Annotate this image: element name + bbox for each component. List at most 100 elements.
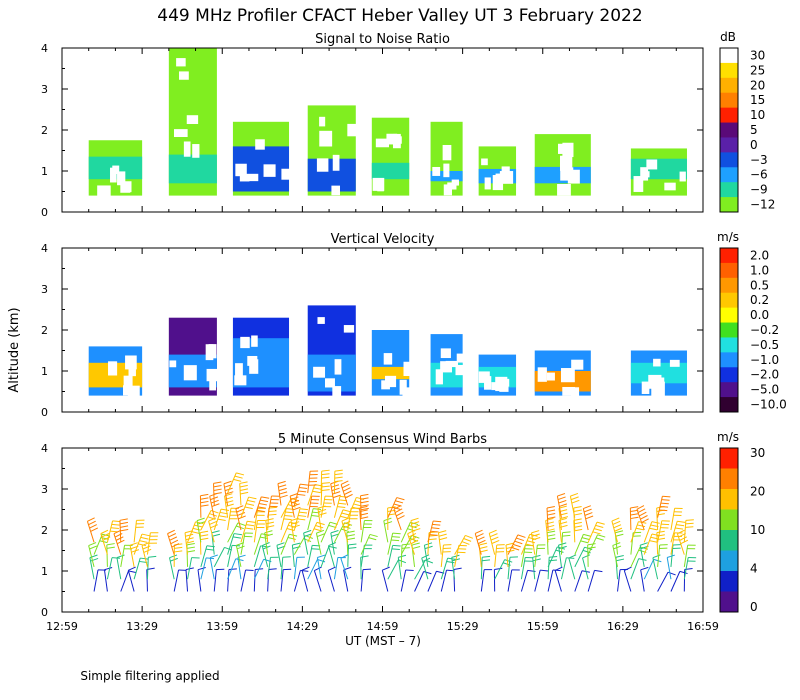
- barb-flag: [421, 554, 430, 559]
- barb-flag: [412, 546, 421, 550]
- wind-barb: [315, 529, 325, 555]
- wind-barb: [414, 571, 432, 592]
- barb-flag: [637, 508, 646, 514]
- data-gap: [343, 325, 355, 333]
- wind-barb: [167, 529, 180, 555]
- data-gap: [127, 385, 140, 400]
- barb-flag: [451, 554, 460, 558]
- y-tick-label: 3: [41, 283, 48, 296]
- x-tick-label: 12:59: [46, 620, 78, 633]
- barb-flag: [614, 527, 623, 532]
- barb-shaft: [520, 557, 526, 580]
- wind-barb: [239, 481, 249, 506]
- barb-flag: [596, 521, 605, 525]
- barb-flag: [489, 529, 497, 534]
- wind-barb: [480, 569, 493, 592]
- barb-shaft: [347, 544, 349, 567]
- wind-barb: [387, 544, 401, 568]
- barb-flag: [369, 533, 378, 538]
- barb-shaft: [267, 557, 271, 580]
- barb-shaft: [520, 545, 526, 567]
- data-gap: [443, 184, 453, 196]
- data-gap: [206, 368, 221, 382]
- barb-shaft: [359, 508, 362, 531]
- barb-flag: [257, 506, 266, 509]
- data-gap: [560, 167, 574, 181]
- barb-shaft: [276, 545, 282, 567]
- wind-barb: [293, 508, 308, 531]
- data-gap: [234, 375, 247, 386]
- barb-flag: [408, 533, 417, 538]
- barb-flag: [453, 567, 462, 571]
- data-gap: [646, 159, 658, 170]
- wind-barb: [683, 544, 696, 567]
- barb-flag: [411, 521, 420, 525]
- barb-flag: [239, 481, 248, 484]
- barb-flag: [277, 480, 286, 485]
- colorbar-swatch: [720, 122, 738, 138]
- barb-shaft: [630, 521, 639, 543]
- barb-flag: [191, 531, 200, 534]
- barb-shaft: [340, 558, 349, 580]
- barb-flag: [100, 529, 109, 535]
- wind-barb: [320, 482, 330, 506]
- barb-flag: [640, 515, 648, 520]
- barb-flag: [475, 533, 484, 538]
- barb-shaft: [400, 535, 413, 555]
- barb-flag: [641, 518, 649, 523]
- wind-barb: [307, 495, 320, 518]
- y-tick-label: 2: [41, 124, 48, 137]
- barb-flag: [110, 527, 119, 530]
- colorbar-swatch: [720, 248, 738, 264]
- barb-flag: [290, 496, 299, 501]
- barb-shaft: [293, 508, 301, 531]
- barb-flag: [331, 487, 340, 492]
- wind-barb: [657, 544, 668, 567]
- data-gap: [377, 185, 384, 192]
- barb-shaft: [507, 569, 513, 592]
- data-gap: [176, 58, 186, 67]
- x-tick-label: 16:29: [607, 620, 639, 633]
- data-gap: [679, 171, 686, 182]
- barb-shaft: [133, 557, 141, 580]
- wind-barb: [630, 546, 648, 568]
- data-gap: [499, 171, 514, 184]
- wind-barb: [93, 569, 107, 592]
- colorbar-swatch: [720, 382, 738, 398]
- barb-shaft: [400, 544, 403, 567]
- barb-flag: [685, 519, 694, 521]
- barb-flag: [211, 503, 220, 507]
- data-gap: [125, 355, 137, 370]
- barb-flag: [595, 537, 604, 541]
- data-gap: [128, 368, 136, 377]
- barb-flag: [360, 497, 369, 500]
- barb-flag: [525, 543, 534, 547]
- barb-flag: [360, 555, 369, 558]
- barb-flag: [594, 528, 602, 532]
- barb-flag: [246, 503, 255, 506]
- barb-flag: [321, 482, 330, 484]
- barb-shaft: [480, 569, 485, 592]
- barb-flag: [401, 543, 410, 546]
- data-gap: [331, 185, 341, 196]
- barb-shaft: [643, 559, 655, 580]
- barb-flag: [236, 545, 245, 550]
- barb-flag: [479, 549, 488, 553]
- data-gap: [240, 336, 250, 349]
- barb-shaft: [670, 521, 678, 543]
- barb-flag: [661, 499, 670, 501]
- data-gap: [179, 71, 189, 80]
- barb-flag: [174, 546, 183, 549]
- y-tick-label: 3: [41, 483, 48, 496]
- barb-shaft: [301, 570, 309, 592]
- data-gap: [546, 372, 555, 381]
- barb-flag: [169, 554, 178, 559]
- wind-barb: [133, 519, 145, 543]
- wind-barb: [670, 507, 683, 531]
- wind-barb: [235, 505, 246, 531]
- barb-shaft: [133, 520, 137, 543]
- wind-barb: [301, 566, 310, 592]
- barb-shaft: [423, 545, 429, 567]
- barb-shaft: [656, 532, 659, 555]
- barb-flag: [192, 527, 201, 531]
